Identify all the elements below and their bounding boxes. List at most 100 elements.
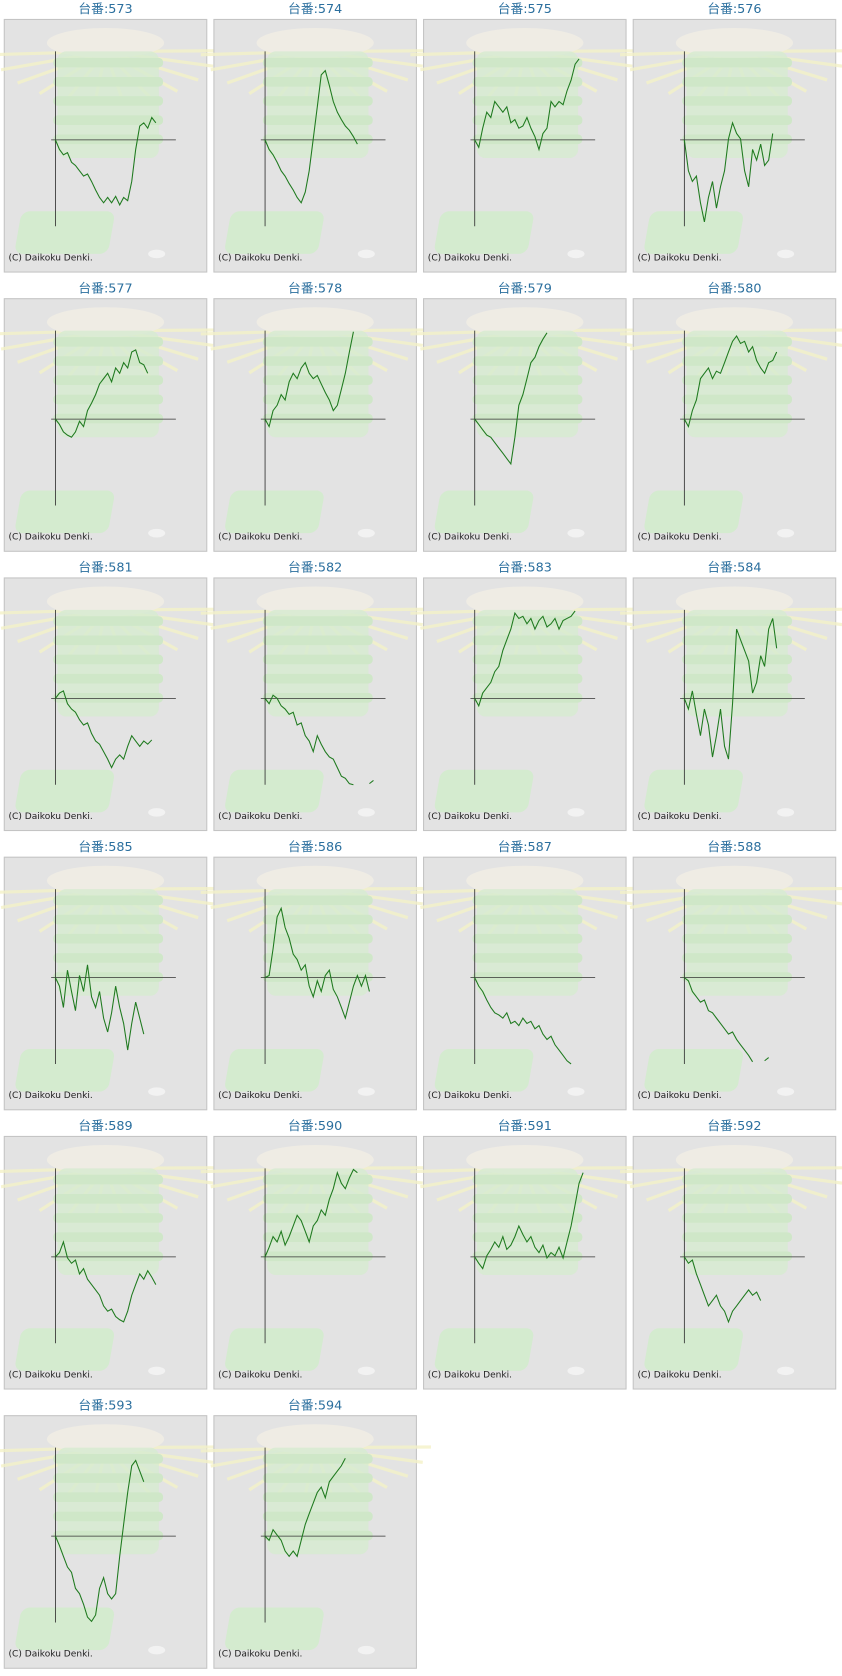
art-band	[472, 96, 583, 106]
data-line	[54, 964, 145, 1051]
art-band	[472, 134, 583, 145]
art-band	[472, 972, 583, 982]
art-band	[682, 375, 793, 386]
art-band	[262, 1530, 373, 1541]
art-top	[46, 27, 165, 58]
art-top	[46, 307, 165, 338]
art-band	[682, 57, 793, 68]
art-band	[53, 1232, 164, 1242]
data-line	[684, 977, 770, 1063]
art-band	[682, 337, 793, 347]
copyright: (C) Daikoku Denki.	[637, 812, 721, 822]
art-band	[53, 77, 164, 87]
art-band	[682, 914, 793, 925]
data-line	[264, 331, 354, 429]
chart-title: 台番:577	[78, 281, 132, 296]
art-band	[262, 375, 373, 386]
chart-panel: (C) Daikoku Denki.	[410, 298, 641, 552]
art-band	[262, 1492, 373, 1503]
art-band	[472, 914, 583, 925]
art-band	[682, 972, 793, 982]
art-coin	[357, 1366, 375, 1376]
art-top	[256, 1424, 374, 1455]
art-band	[53, 673, 164, 684]
art-band	[682, 413, 793, 424]
chart-panel: (C) Daikoku Denki.	[0, 577, 222, 832]
data-line	[474, 58, 580, 152]
art-band	[53, 1473, 164, 1483]
art-band	[53, 693, 164, 703]
art-band	[472, 57, 583, 68]
chart-panel: (C) Daikoku Denki.	[200, 1135, 431, 1390]
art-top	[675, 865, 794, 896]
copyright: (C) Daikoku Denki.	[428, 533, 512, 543]
art-band	[262, 337, 373, 347]
art-top	[466, 586, 584, 617]
art-band	[682, 77, 793, 87]
art-band	[53, 413, 164, 424]
art-band	[682, 1174, 793, 1185]
data-line	[54, 349, 149, 438]
art-band	[53, 1511, 164, 1522]
art-band	[472, 413, 583, 424]
art-tray	[644, 211, 743, 254]
art-tray	[644, 769, 743, 813]
art-band	[262, 57, 373, 68]
art-band	[472, 953, 583, 963]
chart-title: 台番:575	[498, 2, 552, 17]
art-band	[262, 77, 373, 87]
chart-panel: (C) Daikoku Denki.	[619, 856, 842, 1111]
art-band	[262, 1251, 373, 1262]
art-coin	[148, 1087, 166, 1096]
art-band	[53, 1492, 164, 1503]
art-band	[682, 96, 793, 106]
art-tray	[15, 1328, 115, 1371]
copyright: (C) Daikoku Denki.	[218, 1091, 302, 1101]
art-band	[262, 972, 373, 982]
chart-panel: (C) Daikoku Denki.	[0, 298, 222, 552]
art-tray	[434, 1328, 534, 1371]
art-coin	[777, 1366, 795, 1376]
art-band	[53, 1530, 164, 1541]
art-band	[682, 115, 793, 125]
art-band	[472, 1174, 583, 1185]
art-top	[46, 586, 165, 617]
chart-panel: (C) Daikoku Denki.	[200, 298, 431, 552]
art-band	[682, 356, 793, 366]
art-band	[262, 1193, 373, 1204]
copyright: (C) Daikoku Denki.	[218, 533, 302, 543]
art-band	[472, 654, 583, 665]
art-band	[262, 693, 373, 703]
art-top	[46, 1424, 165, 1455]
art-coin	[148, 528, 166, 538]
art-coin	[357, 808, 375, 817]
art-band	[472, 1193, 583, 1204]
copyright: (C) Daikoku Denki.	[637, 533, 721, 543]
art-top	[46, 1144, 165, 1175]
copyright: (C) Daikoku Denki.	[218, 812, 302, 822]
art-tray	[225, 490, 324, 534]
chart-title: 台番:594	[288, 1398, 342, 1413]
art-tray	[225, 1607, 324, 1651]
data-line	[264, 1168, 358, 1258]
art-band	[682, 616, 793, 626]
art-band	[472, 933, 583, 944]
chart-title: 台番:593	[78, 1398, 132, 1413]
art-band	[262, 654, 373, 665]
art-band	[262, 673, 373, 684]
art-band	[472, 1251, 583, 1262]
art-band	[682, 933, 793, 944]
art-coin	[777, 1087, 795, 1096]
art-band	[682, 895, 793, 906]
data-line	[683, 335, 778, 429]
chart-title: 台番:578	[288, 281, 342, 296]
art-band	[53, 914, 164, 925]
art-band	[53, 1193, 164, 1204]
art-tray	[434, 1049, 534, 1092]
chart-title: 台番:579	[498, 281, 552, 296]
art-band	[53, 635, 164, 646]
art-band	[53, 953, 164, 963]
art-band	[682, 953, 793, 963]
art-band	[472, 673, 583, 684]
chart-title: 台番:583	[498, 561, 552, 576]
